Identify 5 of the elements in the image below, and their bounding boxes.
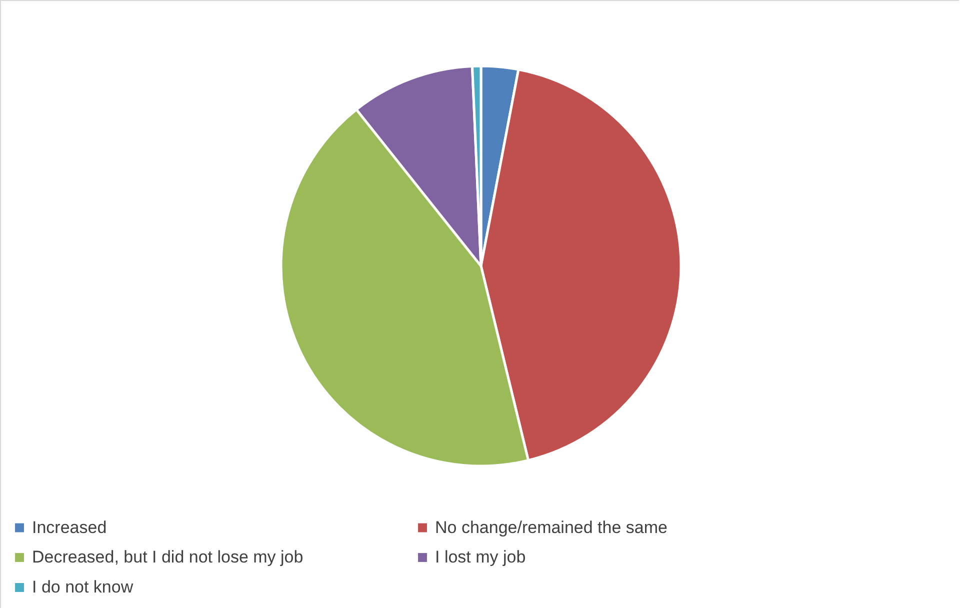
legend-label: I do not know [32, 578, 134, 596]
legend-label: Decreased, but I did not lose my job [32, 548, 304, 566]
legend-label: No change/remained the same [435, 518, 668, 537]
legend-label: Increased [32, 518, 107, 537]
legend-label: I lost my job [435, 548, 526, 566]
